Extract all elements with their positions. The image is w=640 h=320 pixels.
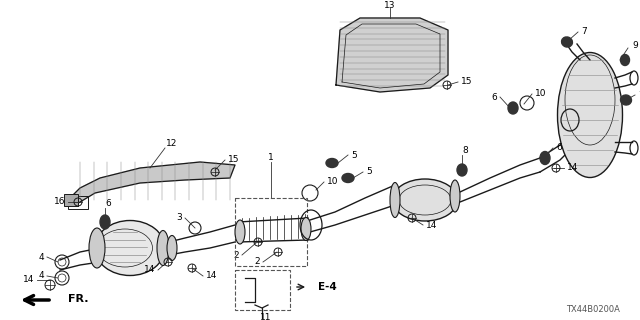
Text: 1: 1 [268, 153, 274, 162]
Text: 5: 5 [366, 167, 372, 177]
Text: 2: 2 [254, 258, 260, 267]
Text: 8: 8 [462, 146, 468, 155]
Ellipse shape [95, 220, 165, 276]
Ellipse shape [326, 158, 338, 167]
Text: TX44B0200A: TX44B0200A [566, 305, 620, 314]
Text: 15: 15 [228, 156, 239, 164]
Text: 9: 9 [632, 42, 637, 51]
Ellipse shape [557, 52, 623, 178]
Text: FR.: FR. [68, 294, 88, 304]
Polygon shape [336, 18, 448, 92]
Text: 6: 6 [105, 199, 111, 208]
Text: 6: 6 [492, 92, 497, 101]
Ellipse shape [457, 164, 467, 176]
Text: 6: 6 [556, 143, 562, 153]
Bar [235, 198, 307, 266]
Text: 14: 14 [206, 271, 218, 281]
Text: 14: 14 [567, 164, 579, 172]
Ellipse shape [392, 179, 458, 221]
Text: 13: 13 [384, 1, 396, 10]
Ellipse shape [621, 54, 630, 66]
Text: 16: 16 [54, 197, 65, 206]
Polygon shape [68, 162, 235, 205]
Text: 14: 14 [143, 266, 155, 275]
Text: 4: 4 [38, 271, 44, 281]
Ellipse shape [157, 230, 169, 266]
Ellipse shape [342, 173, 354, 182]
Bar [68, 196, 88, 209]
Text: 7: 7 [581, 28, 587, 36]
Ellipse shape [621, 95, 632, 105]
Bar [64, 194, 78, 206]
Ellipse shape [540, 151, 550, 164]
Text: 5: 5 [351, 150, 356, 159]
Text: 7: 7 [638, 91, 640, 100]
Text: 10: 10 [327, 178, 339, 187]
Text: 14: 14 [426, 220, 437, 229]
Ellipse shape [450, 180, 460, 212]
Text: 14: 14 [22, 276, 34, 284]
Text: 3: 3 [176, 213, 182, 222]
Text: 12: 12 [166, 139, 177, 148]
Ellipse shape [390, 182, 400, 218]
Ellipse shape [89, 228, 105, 268]
Bar [235, 270, 290, 310]
Ellipse shape [167, 236, 177, 260]
Ellipse shape [100, 215, 110, 229]
Text: 10: 10 [535, 90, 547, 99]
Ellipse shape [235, 220, 245, 244]
Ellipse shape [561, 37, 572, 47]
Text: 11: 11 [260, 314, 272, 320]
Text: 4: 4 [38, 252, 44, 261]
Text: E-4: E-4 [317, 282, 337, 292]
Ellipse shape [508, 102, 518, 114]
Text: 2: 2 [234, 251, 239, 260]
Ellipse shape [301, 218, 311, 241]
Text: 15: 15 [461, 77, 472, 86]
